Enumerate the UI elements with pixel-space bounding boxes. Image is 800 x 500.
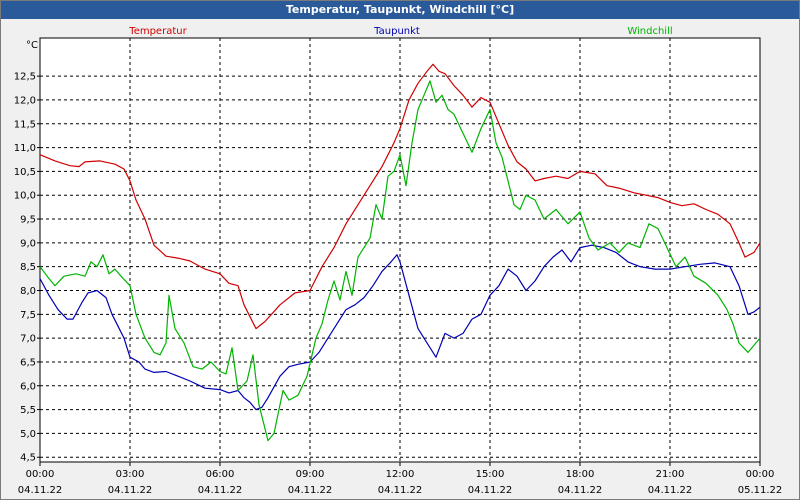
y-tick-label: 11,5 bbox=[14, 119, 36, 130]
series-lines bbox=[39, 63, 761, 442]
y-tick-label: 8,0 bbox=[20, 286, 36, 297]
series-line-taupunkt bbox=[39, 244, 761, 411]
legend-windchill: Windchill bbox=[627, 26, 672, 37]
y-axis-unit: °C bbox=[26, 40, 38, 51]
x-tick-date: 04.11.22 bbox=[18, 485, 63, 496]
y-tick-label: 12,5 bbox=[14, 72, 36, 83]
x-tick-date: 04.11.22 bbox=[648, 485, 693, 496]
y-tick-label: 6,5 bbox=[20, 357, 36, 368]
y-tick-label: 8,5 bbox=[20, 262, 36, 273]
legend-taupunkt: Taupunkt bbox=[373, 26, 420, 37]
x-tick-time: 18:00 bbox=[566, 469, 595, 480]
x-tick-time: 00:00 bbox=[26, 469, 55, 480]
x-tick-time: 03:00 bbox=[116, 469, 145, 480]
y-tick-label: 5,0 bbox=[20, 429, 36, 440]
x-tick-date: 04.11.22 bbox=[378, 485, 423, 496]
y-tick-label: 7,0 bbox=[20, 334, 36, 345]
x-tick-date: 04.11.22 bbox=[558, 485, 603, 496]
x-tick-time: 15:00 bbox=[476, 469, 505, 480]
legend-temperatur: Temperatur bbox=[128, 26, 187, 37]
y-tick-label: 4,5 bbox=[20, 453, 36, 464]
y-tick-label: 12,0 bbox=[14, 95, 36, 106]
y-tick-label: 9,0 bbox=[20, 238, 36, 249]
y-tick-label: 5,5 bbox=[20, 405, 36, 416]
x-axis-ticks: 00:00 04.11.22 03:00 04.11.22 06:00 04.11.22 0… bbox=[18, 462, 783, 496]
chart-title: Temperatur, Taupunkt, Windchill [°C] bbox=[1, 1, 799, 19]
x-tick-date: 04.11.22 bbox=[288, 485, 333, 496]
x-tick-time: 06:00 bbox=[206, 469, 235, 480]
x-tick-date: 04.11.22 bbox=[198, 485, 243, 496]
grid-lines bbox=[40, 38, 760, 462]
x-tick-time: 00:00 bbox=[746, 469, 775, 480]
y-axis-ticks: 4,5 5,0 5,5 6,0 6,5 7,0 7,5 8,0 8,5 9,0 9,5 10,0 10,… bbox=[14, 72, 40, 464]
y-tick-label: 10,0 bbox=[14, 191, 36, 202]
y-tick-label: 6,0 bbox=[20, 381, 36, 392]
series-line-temperatur bbox=[39, 63, 761, 330]
y-tick-label: 9,5 bbox=[20, 215, 36, 226]
y-tick-label: 7,5 bbox=[20, 310, 36, 321]
series-line-windchill bbox=[39, 80, 761, 442]
x-tick-date: 04.11.22 bbox=[468, 485, 513, 496]
y-tick-label: 10,5 bbox=[14, 167, 36, 178]
x-tick-time: 12:00 bbox=[386, 469, 415, 480]
x-tick-date: 05.11.22 bbox=[738, 485, 783, 496]
x-tick-time: 09:00 bbox=[296, 469, 325, 480]
y-tick-label: 11,0 bbox=[14, 143, 36, 154]
x-tick-date: 04.11.22 bbox=[108, 485, 153, 496]
x-tick-time: 21:00 bbox=[656, 469, 685, 480]
